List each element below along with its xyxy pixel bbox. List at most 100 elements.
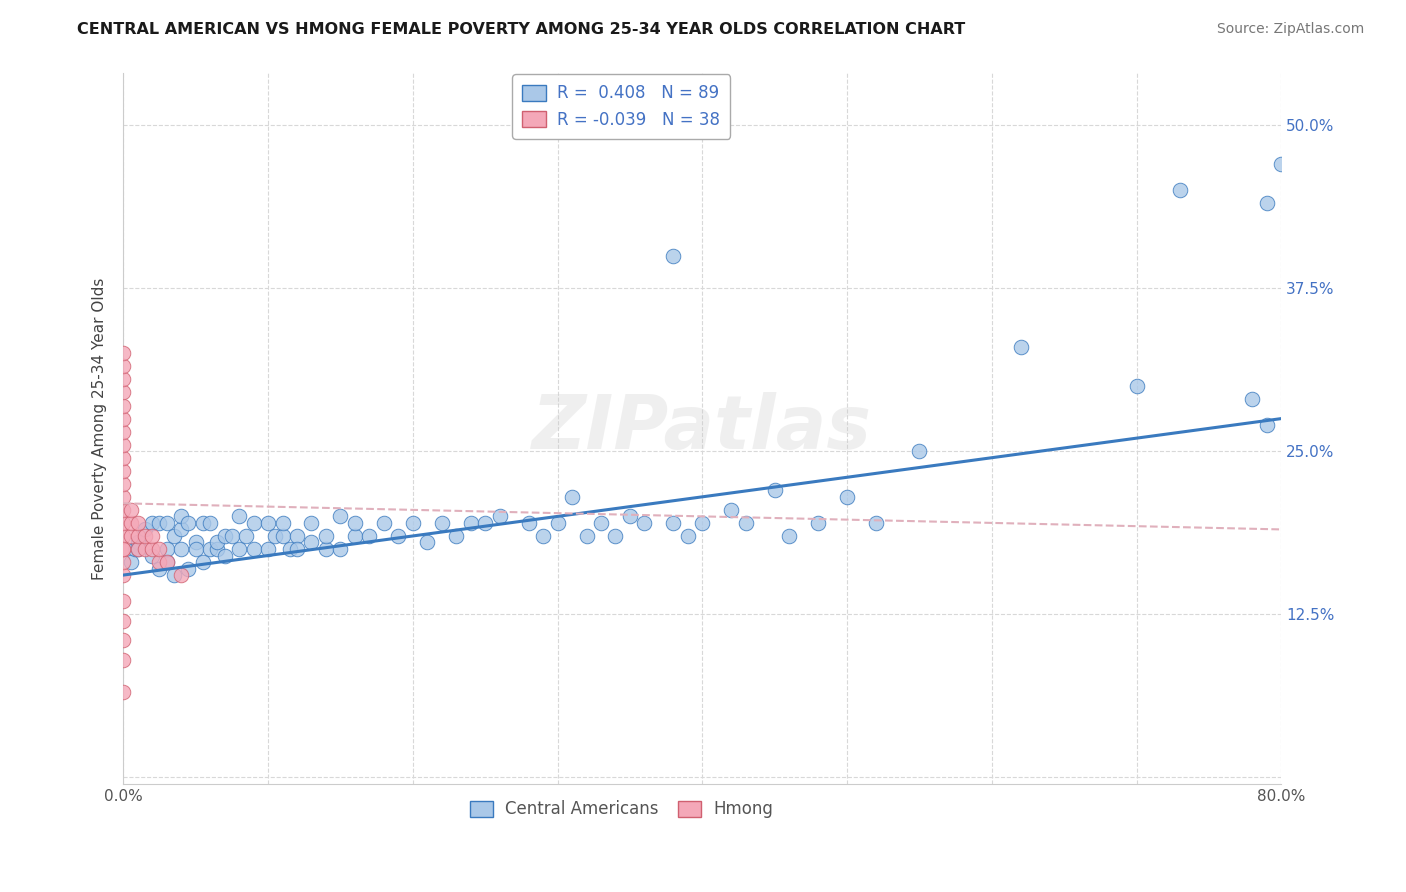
Point xyxy=(112,411,135,425)
Point xyxy=(207,535,229,549)
Point xyxy=(112,464,135,478)
Point xyxy=(127,529,149,543)
Point xyxy=(163,568,186,582)
Point xyxy=(214,529,236,543)
Point xyxy=(112,425,135,439)
Point xyxy=(315,529,337,543)
Point xyxy=(228,541,250,556)
Point xyxy=(1256,196,1278,211)
Point xyxy=(271,516,294,530)
Point xyxy=(112,372,135,386)
Point xyxy=(112,359,135,374)
Point xyxy=(191,555,214,569)
Point xyxy=(112,529,135,543)
Point xyxy=(134,523,156,537)
Point xyxy=(214,549,236,563)
Point xyxy=(285,529,308,543)
Point xyxy=(676,529,699,543)
Point xyxy=(619,509,641,524)
Point xyxy=(662,516,685,530)
Point xyxy=(387,529,409,543)
Point xyxy=(221,529,243,543)
Point xyxy=(575,529,598,543)
Point xyxy=(112,541,135,556)
Point xyxy=(531,529,554,543)
Point xyxy=(127,535,149,549)
Point xyxy=(561,490,583,504)
Point xyxy=(112,541,135,556)
Point xyxy=(301,516,323,530)
Y-axis label: Female Poverty Among 25-34 Year Olds: Female Poverty Among 25-34 Year Olds xyxy=(93,277,107,580)
Point xyxy=(359,529,381,543)
Point xyxy=(112,490,135,504)
Point xyxy=(112,346,135,360)
Point xyxy=(257,541,280,556)
Point xyxy=(148,561,170,575)
Point xyxy=(124,541,146,556)
Point xyxy=(402,516,425,530)
Point xyxy=(141,541,163,556)
Point xyxy=(301,535,323,549)
Point xyxy=(1125,379,1147,393)
Point xyxy=(734,516,756,530)
Point xyxy=(235,529,257,543)
Point xyxy=(127,541,149,556)
Text: ZIPatlas: ZIPatlas xyxy=(533,392,872,465)
Point xyxy=(177,561,200,575)
Point xyxy=(112,555,135,569)
Point xyxy=(170,509,193,524)
Point xyxy=(662,249,685,263)
Point xyxy=(184,535,207,549)
Point xyxy=(343,516,366,530)
Point xyxy=(112,594,135,608)
Point xyxy=(446,529,468,543)
Point xyxy=(112,450,135,465)
Point xyxy=(156,555,179,569)
Point xyxy=(112,614,135,628)
Point xyxy=(315,541,337,556)
Point xyxy=(112,399,135,413)
Point xyxy=(242,516,264,530)
Point xyxy=(278,541,301,556)
Point xyxy=(807,516,830,530)
Point xyxy=(242,541,264,556)
Point xyxy=(134,529,156,543)
Point xyxy=(633,516,655,530)
Point xyxy=(778,529,800,543)
Point xyxy=(141,549,163,563)
Point xyxy=(692,516,714,530)
Point xyxy=(720,503,742,517)
Text: Source: ZipAtlas.com: Source: ZipAtlas.com xyxy=(1216,22,1364,37)
Point xyxy=(1256,418,1278,433)
Point xyxy=(416,535,439,549)
Point xyxy=(112,437,135,451)
Point xyxy=(177,516,200,530)
Point xyxy=(430,516,453,530)
Point xyxy=(120,555,142,569)
Point xyxy=(112,385,135,400)
Point xyxy=(120,503,142,517)
Point xyxy=(156,555,179,569)
Point xyxy=(865,516,887,530)
Legend: Central Americans, Hmong: Central Americans, Hmong xyxy=(463,794,780,825)
Point xyxy=(257,516,280,530)
Point xyxy=(329,541,352,556)
Point xyxy=(148,541,170,556)
Point xyxy=(156,541,179,556)
Point xyxy=(207,541,229,556)
Point xyxy=(474,516,496,530)
Point xyxy=(517,516,540,530)
Point xyxy=(1010,340,1032,354)
Point xyxy=(605,529,627,543)
Point xyxy=(170,523,193,537)
Point xyxy=(112,653,135,667)
Point xyxy=(264,529,287,543)
Point xyxy=(112,516,135,530)
Point xyxy=(1168,183,1191,197)
Point xyxy=(763,483,786,498)
Point xyxy=(156,516,179,530)
Point xyxy=(373,516,395,530)
Point xyxy=(141,516,163,530)
Point xyxy=(285,541,308,556)
Point xyxy=(184,541,207,556)
